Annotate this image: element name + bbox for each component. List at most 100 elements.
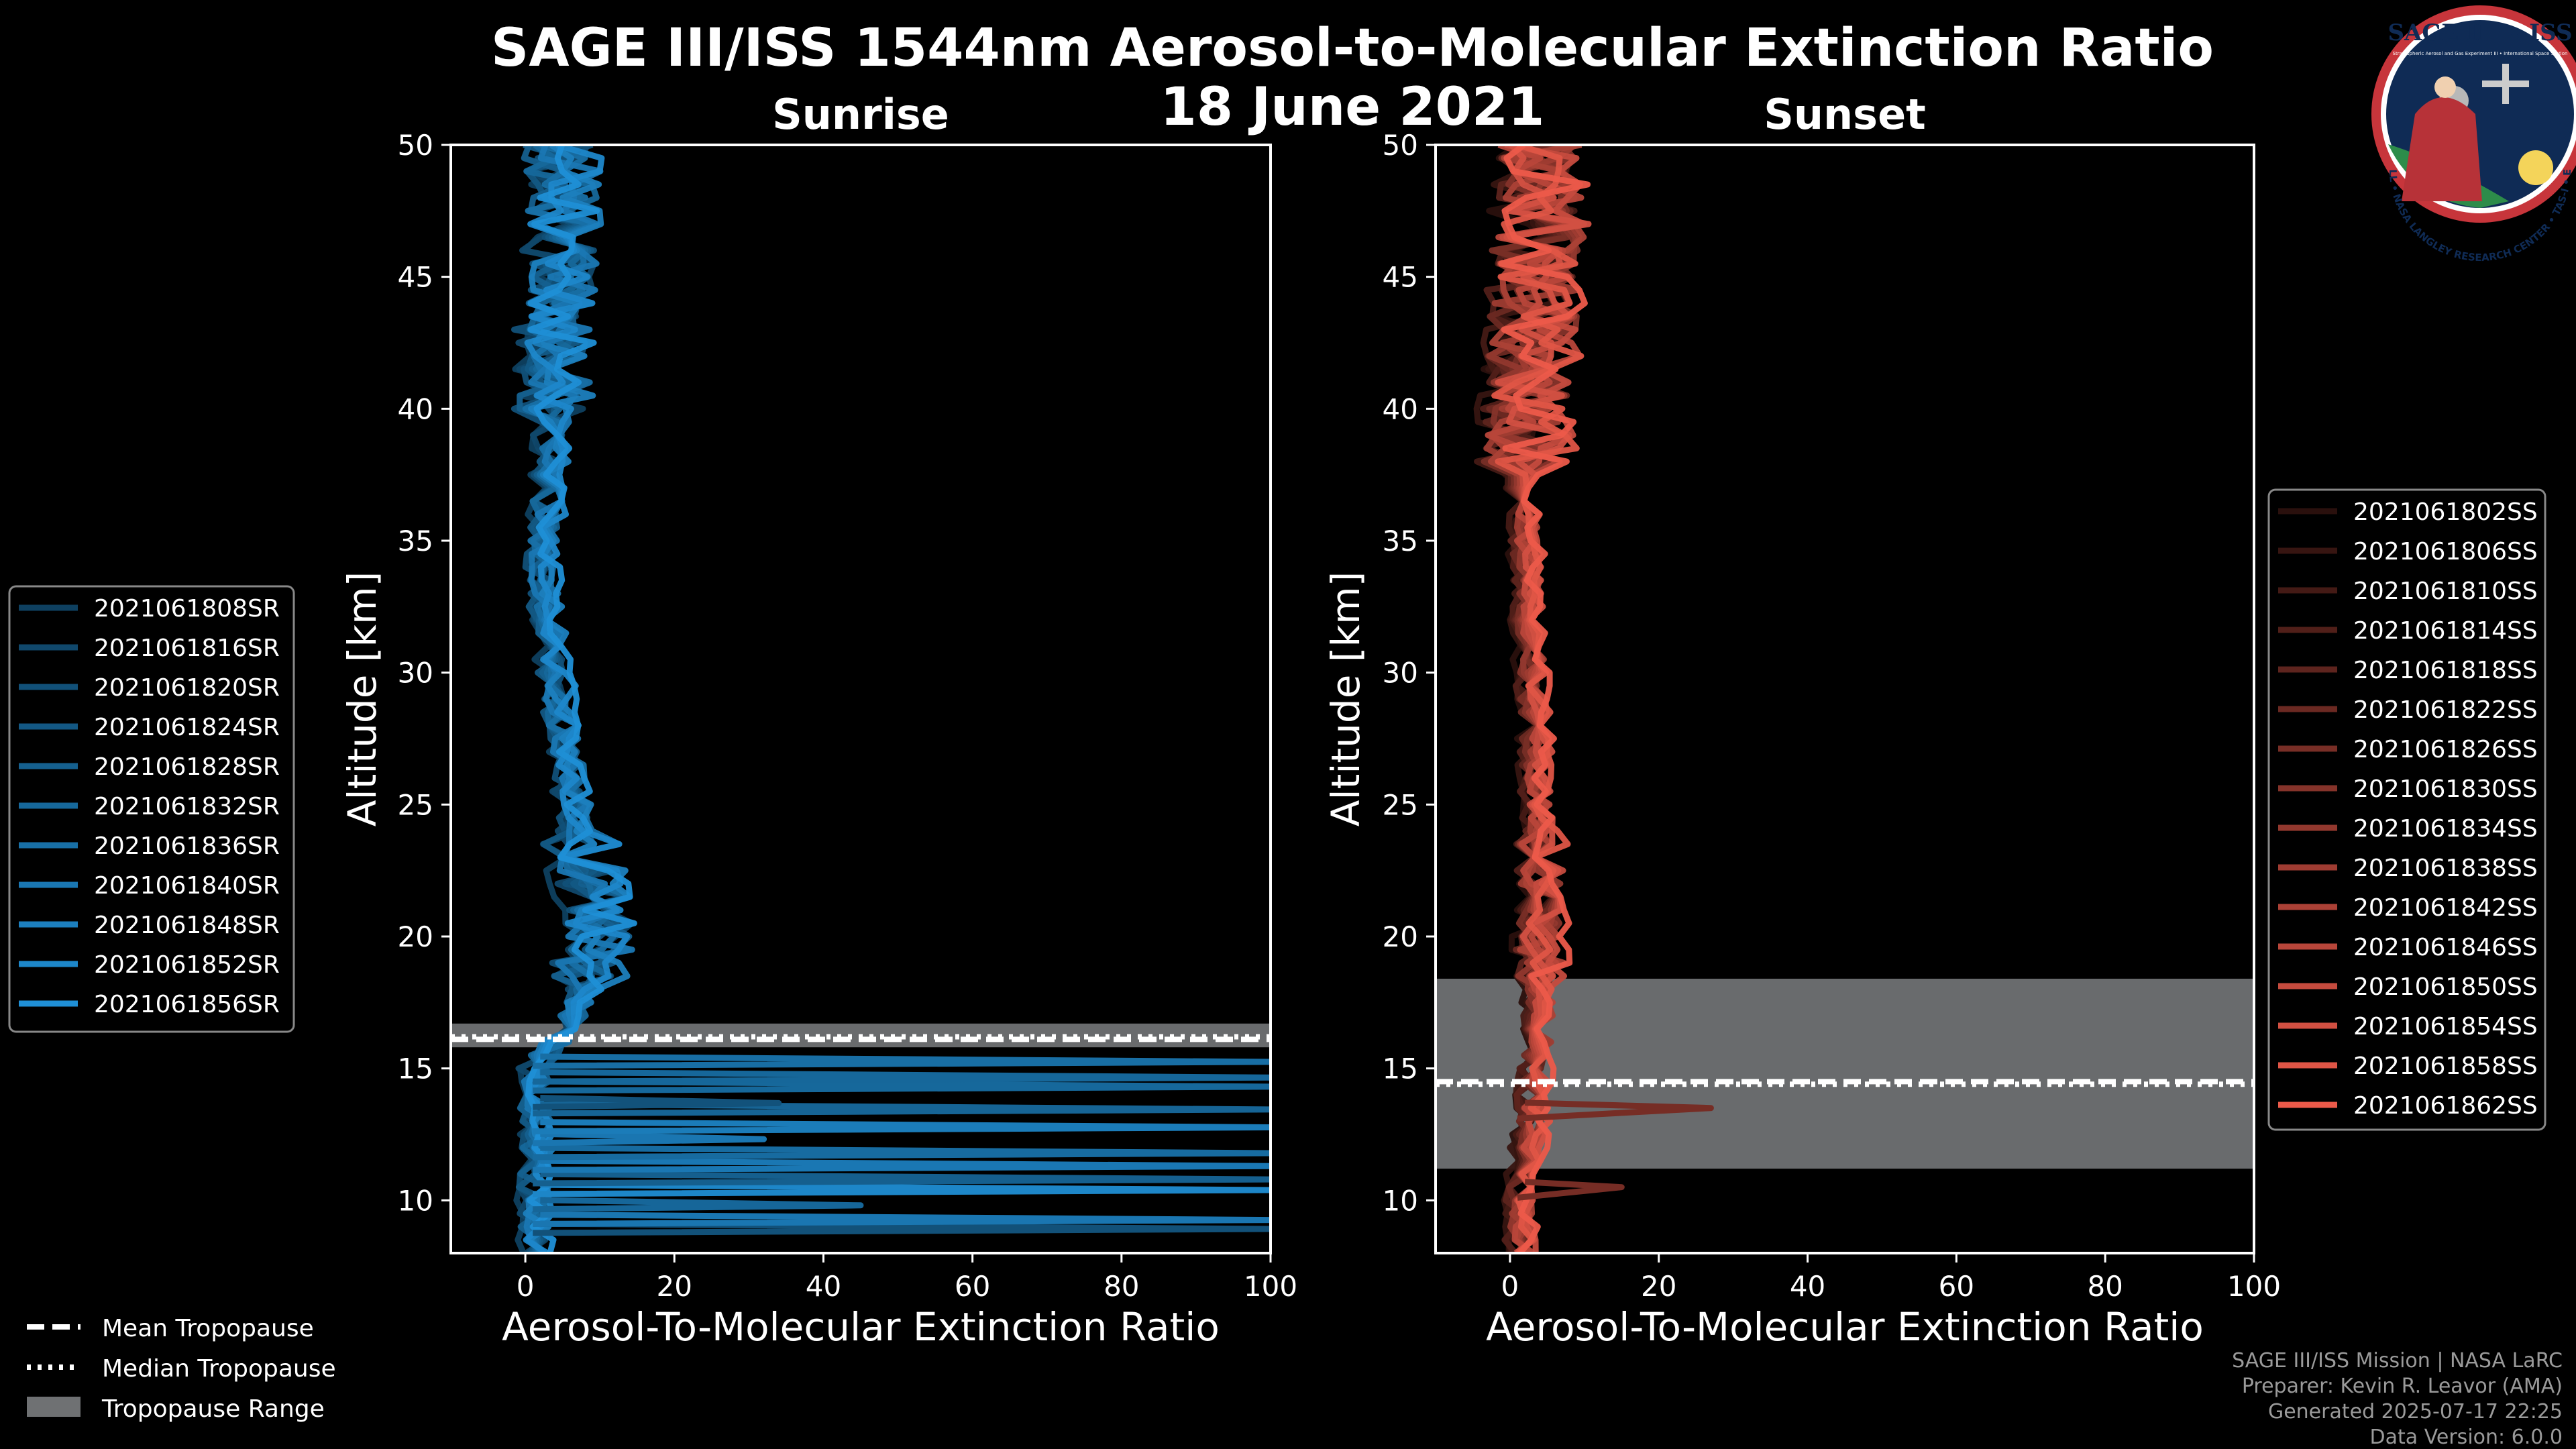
x-tick-label: 100	[2227, 1270, 2281, 1303]
tropospheric-spike	[533, 1101, 1271, 1117]
legend-label: 2021061806SS	[2353, 538, 2538, 566]
y-tick-label: 35	[398, 525, 433, 557]
legend-label: 2021061802SS	[2353, 498, 2538, 526]
x-tick-label: 40	[806, 1270, 841, 1303]
legend-label: 2021061858SS	[2353, 1053, 2538, 1080]
y-tick-label: 50	[1383, 129, 1418, 162]
legend-label: 2021061816SR	[94, 635, 280, 662]
legend-label: 2021061856SR	[94, 991, 280, 1018]
y-tick-label: 40	[1383, 392, 1418, 425]
tropospheric-spike	[533, 1069, 1271, 1085]
x-tick-label: 0	[1501, 1270, 1519, 1303]
x-tick-label: 40	[1790, 1270, 1825, 1303]
chart-title-line2: 18 June 2021	[1161, 77, 1545, 138]
sunrise-ylabel: Altitude [km]	[339, 572, 385, 826]
sunrise-xlabel: Aerosol-To-Molecular Extinction Ratio	[502, 1304, 1220, 1350]
x-tick-label: 20	[657, 1270, 692, 1303]
legend-label: 2021061848SR	[94, 912, 280, 939]
sunset-axes-frame	[1434, 144, 2255, 1254]
tropospheric-spike	[533, 1119, 1271, 1134]
legend-label: 2021061840SR	[94, 872, 280, 900]
legend-label: 2021061852SR	[94, 951, 280, 979]
x-tick-label: 60	[1939, 1270, 1974, 1303]
tropospheric-spike	[533, 1130, 767, 1146]
y-tick-label: 15	[398, 1053, 433, 1085]
y-tick-label: 15	[1383, 1053, 1418, 1085]
y-tick-label: 50	[398, 129, 433, 162]
chart-title-line1: SAGE III/ISS 1544nm Aerosol-to-Molecular…	[491, 18, 2214, 78]
logo-title: SAGE III • ISS	[2387, 19, 2572, 46]
legend-label: 2021061822SS	[2353, 696, 2538, 724]
mean-tropopause-label: Mean Tropopause	[102, 1315, 314, 1342]
x-tick-label: 100	[1244, 1270, 1297, 1303]
tropopause-range-swatch	[27, 1397, 80, 1417]
profile-2021061858SS	[1491, 145, 1585, 1253]
y-tick-label: 25	[1383, 788, 1418, 821]
legend-label: 2021061810SS	[2353, 578, 2538, 605]
sunset-legend-frame	[2267, 488, 2546, 1131]
y-tick-label: 45	[1383, 261, 1418, 294]
sunset-panel-title: Sunset	[1764, 90, 1926, 139]
footer: SAGE III/ISS Mission | NASA LaRC Prepare…	[2232, 1349, 2563, 1449]
sunrise-legend-frame	[8, 585, 295, 1033]
y-tick-label: 25	[398, 788, 433, 821]
legend-label: 2021061836SR	[94, 833, 280, 860]
sunset-xlabel: Aerosol-To-Molecular Extinction Ratio	[1486, 1304, 2204, 1350]
legend-label: 2021061842SS	[2353, 894, 2538, 922]
sunrise-axes-frame	[449, 144, 1272, 1254]
sunrise-plot-area: 0 20 40 60 80 100 10 15 20 25 30 35 40 45 50	[398, 129, 1298, 1303]
profile-2021061862SS	[1498, 145, 1591, 1253]
tropospheric-spike	[533, 1212, 1271, 1227]
tropospheric-spike	[533, 1181, 1271, 1197]
x-tick-label: 80	[2087, 1270, 2123, 1303]
y-tick-label: 45	[398, 261, 433, 294]
y-tick-label: 10	[398, 1184, 433, 1217]
legend-label: 2021061850SS	[2353, 973, 2538, 1001]
legend-label: 2021061828SR	[94, 753, 280, 781]
legend-label: 2021061814SS	[2353, 617, 2538, 645]
legend-label: 2021061824SR	[94, 714, 280, 741]
sunset-tropopause-range	[1436, 978, 2254, 1169]
sunset-ylabel: Altitude [km]	[1323, 572, 1368, 826]
y-tick-label: 10	[1383, 1184, 1418, 1217]
x-tick-label: 60	[955, 1270, 990, 1303]
profile-spike	[1517, 1179, 1625, 1201]
legend-label: 2021061820SR	[94, 674, 280, 702]
legend-label: 2021061838SS	[2353, 855, 2538, 882]
logo-subtitle: Stratospheric Aerosol and Gas Experiment…	[2393, 51, 2568, 56]
tropopause-legend: Mean Tropopause Median Tropopause Tropop…	[27, 1315, 336, 1423]
legend-label: 2021061826SS	[2353, 736, 2538, 763]
sunrise-legend: 2021061808SR 2021061816SR 2021061820SR 2021…	[8, 585, 295, 1033]
tropospheric-spike	[533, 1197, 864, 1213]
y-tick-label: 30	[398, 657, 433, 690]
legend-label: 2021061818SS	[2353, 657, 2538, 684]
x-tick-label: 20	[1641, 1270, 1676, 1303]
x-tick-label: 0	[517, 1270, 535, 1303]
legend-label: 2021061846SS	[2353, 934, 2538, 961]
tropopause-range-label: Tropopause Range	[101, 1395, 325, 1423]
sunrise-panel-title: Sunrise	[772, 90, 949, 139]
legend-label: 2021061862SS	[2353, 1092, 2538, 1120]
profile-spike	[1517, 1099, 1714, 1122]
tropospheric-spike	[533, 1144, 1271, 1161]
y-tick-label: 35	[1383, 525, 1418, 557]
median-tropopause-label: Median Tropopause	[102, 1355, 336, 1383]
legend-label: 2021061854SS	[2353, 1013, 2538, 1040]
legend-label: 2021061830SS	[2353, 775, 2538, 803]
legend-label: 2021061834SS	[2353, 815, 2538, 843]
legend-label: 2021061832SR	[94, 793, 280, 820]
tropospheric-spike	[533, 1095, 782, 1110]
sunset-legend: 2021061802SS 2021061806SS 2021061810SS 2021…	[2267, 488, 2546, 1131]
y-tick-label: 30	[1383, 657, 1418, 690]
footer-mission: SAGE III/ISS Mission | NASA LaRC	[2232, 1349, 2563, 1373]
sunset-plot-area: 0 20 40 60 80 100 10 15 20 25 30 35 40 45 50	[1383, 129, 2282, 1303]
tropospheric-spike	[533, 1171, 1271, 1187]
footer-generated: Generated 2025-07-17 22:25	[2268, 1400, 2563, 1424]
x-tick-label: 80	[1104, 1270, 1139, 1303]
footer-preparer: Preparer: Kevin R. Leavor (AMA)	[2242, 1375, 2563, 1398]
y-tick-label: 40	[398, 392, 433, 425]
tropospheric-spike	[533, 1157, 1271, 1173]
footer-version: Data Version: 6.0.0	[2370, 1426, 2563, 1449]
y-tick-label: 20	[398, 920, 433, 953]
